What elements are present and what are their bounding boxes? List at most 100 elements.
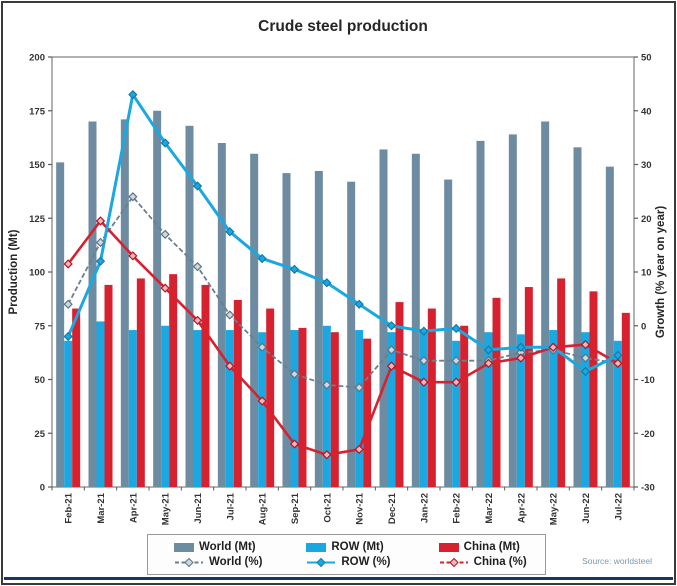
bar <box>88 121 97 487</box>
marker <box>192 261 203 272</box>
marker <box>63 331 73 342</box>
line-2 <box>67 219 619 457</box>
marker <box>257 342 267 352</box>
bar <box>193 330 202 487</box>
lines-group <box>66 93 619 457</box>
legend-line-glyph <box>307 557 336 567</box>
bar <box>201 284 210 487</box>
bars-group <box>56 110 630 488</box>
y-tick-label-left: 100 <box>29 268 45 279</box>
x-tick-label: Apr-22 <box>516 493 527 523</box>
marker <box>613 358 623 369</box>
marker <box>322 380 332 390</box>
marker <box>95 237 106 248</box>
marker <box>483 345 494 355</box>
bar <box>549 330 558 487</box>
x-tick-label: Feb-21 <box>64 492 75 523</box>
bar <box>460 325 469 487</box>
bar <box>233 299 242 487</box>
x-tick-label: May-21 <box>161 492 172 525</box>
marker <box>289 264 300 274</box>
y-tick-label-left: 75 <box>34 321 45 332</box>
x-tick-label: Dec-21 <box>387 492 398 524</box>
x-tick-label: Jul-22 <box>613 493 624 520</box>
marker <box>419 377 429 387</box>
marker <box>322 278 332 288</box>
x-tick-label: Nov-21 <box>355 492 366 524</box>
marker <box>95 216 106 226</box>
x-tick-label: Apr-21 <box>128 492 139 523</box>
y-tick-label-left: 200 <box>29 53 45 64</box>
bar <box>96 321 105 487</box>
marker <box>128 251 138 261</box>
plot-area: 0 25 50 75 100 125 150 175 200 -30 -20 -10 0 10 20 30 40… <box>29 53 655 526</box>
marker <box>580 339 591 350</box>
y-tick-label-right: 30 <box>641 160 652 171</box>
legend-label: China (Mt) <box>463 541 520 553</box>
bar <box>452 340 461 487</box>
y-tick-label-right: -10 <box>641 375 655 386</box>
bar <box>395 302 404 487</box>
left-axis: 0 25 50 75 100 125 150 175 200 <box>29 53 52 494</box>
markers-group <box>63 89 623 460</box>
legend-item-china-mt-: China (Mt) <box>413 540 545 554</box>
legend-label: World (Mt) <box>199 541 256 553</box>
bar <box>136 278 145 487</box>
right-axis-title: Growth (% year on year) <box>655 206 667 338</box>
bar-series-1 <box>64 321 622 487</box>
bar <box>128 330 137 487</box>
bar <box>557 278 566 487</box>
marker <box>225 227 235 237</box>
bar <box>363 338 372 487</box>
marker <box>257 396 267 406</box>
y-tick-label-left: 50 <box>34 375 45 386</box>
legend-swatch <box>174 542 194 552</box>
bar <box>185 125 194 488</box>
y-tick-label-left: 175 <box>29 106 46 117</box>
chart-title: Crude steel production <box>258 18 428 35</box>
bar <box>347 181 356 487</box>
bar <box>387 332 396 487</box>
marker <box>548 342 558 352</box>
bar <box>516 334 525 487</box>
x-tick-label: Feb-22 <box>452 493 463 524</box>
bar <box>217 143 226 487</box>
bar <box>56 162 65 487</box>
marker <box>354 299 364 309</box>
bar <box>153 110 162 487</box>
marker <box>160 283 170 293</box>
marker <box>160 229 170 240</box>
marker <box>192 315 203 326</box>
x-tick-label: Jan-22 <box>419 493 430 523</box>
bar <box>161 325 170 487</box>
legend-label: China (%) <box>473 556 527 568</box>
bar <box>427 308 436 487</box>
chart-legend: World (Mt) ROW (Mt) China (Mt) World (%) R… <box>147 534 546 575</box>
x-tick-label: Jul-21 <box>225 492 236 520</box>
y-tick-label-left: 125 <box>29 214 46 225</box>
marker <box>128 192 138 202</box>
marker <box>225 361 235 371</box>
y-tick-label-left: 0 <box>40 483 45 494</box>
source-caption: Source: worldsteel <box>582 556 652 566</box>
right-axis: -30 -20 -10 0 10 20 30 40 50 <box>634 53 655 494</box>
marker <box>386 345 397 355</box>
y-tick-label-right: -20 <box>641 429 655 440</box>
bar <box>322 325 331 487</box>
marker <box>386 321 397 331</box>
marker <box>451 377 461 387</box>
marker <box>128 89 138 100</box>
marker <box>580 366 591 377</box>
bar <box>104 284 113 487</box>
marker <box>451 356 461 366</box>
bar <box>330 332 339 487</box>
bar <box>266 308 275 487</box>
marker <box>63 259 73 269</box>
bar <box>484 332 493 487</box>
legend-line-glyph <box>175 557 203 567</box>
y-tick-label-right: 40 <box>641 106 652 117</box>
bar <box>314 170 323 487</box>
y-tick-label-right: 0 <box>641 321 646 332</box>
bar <box>541 121 550 487</box>
